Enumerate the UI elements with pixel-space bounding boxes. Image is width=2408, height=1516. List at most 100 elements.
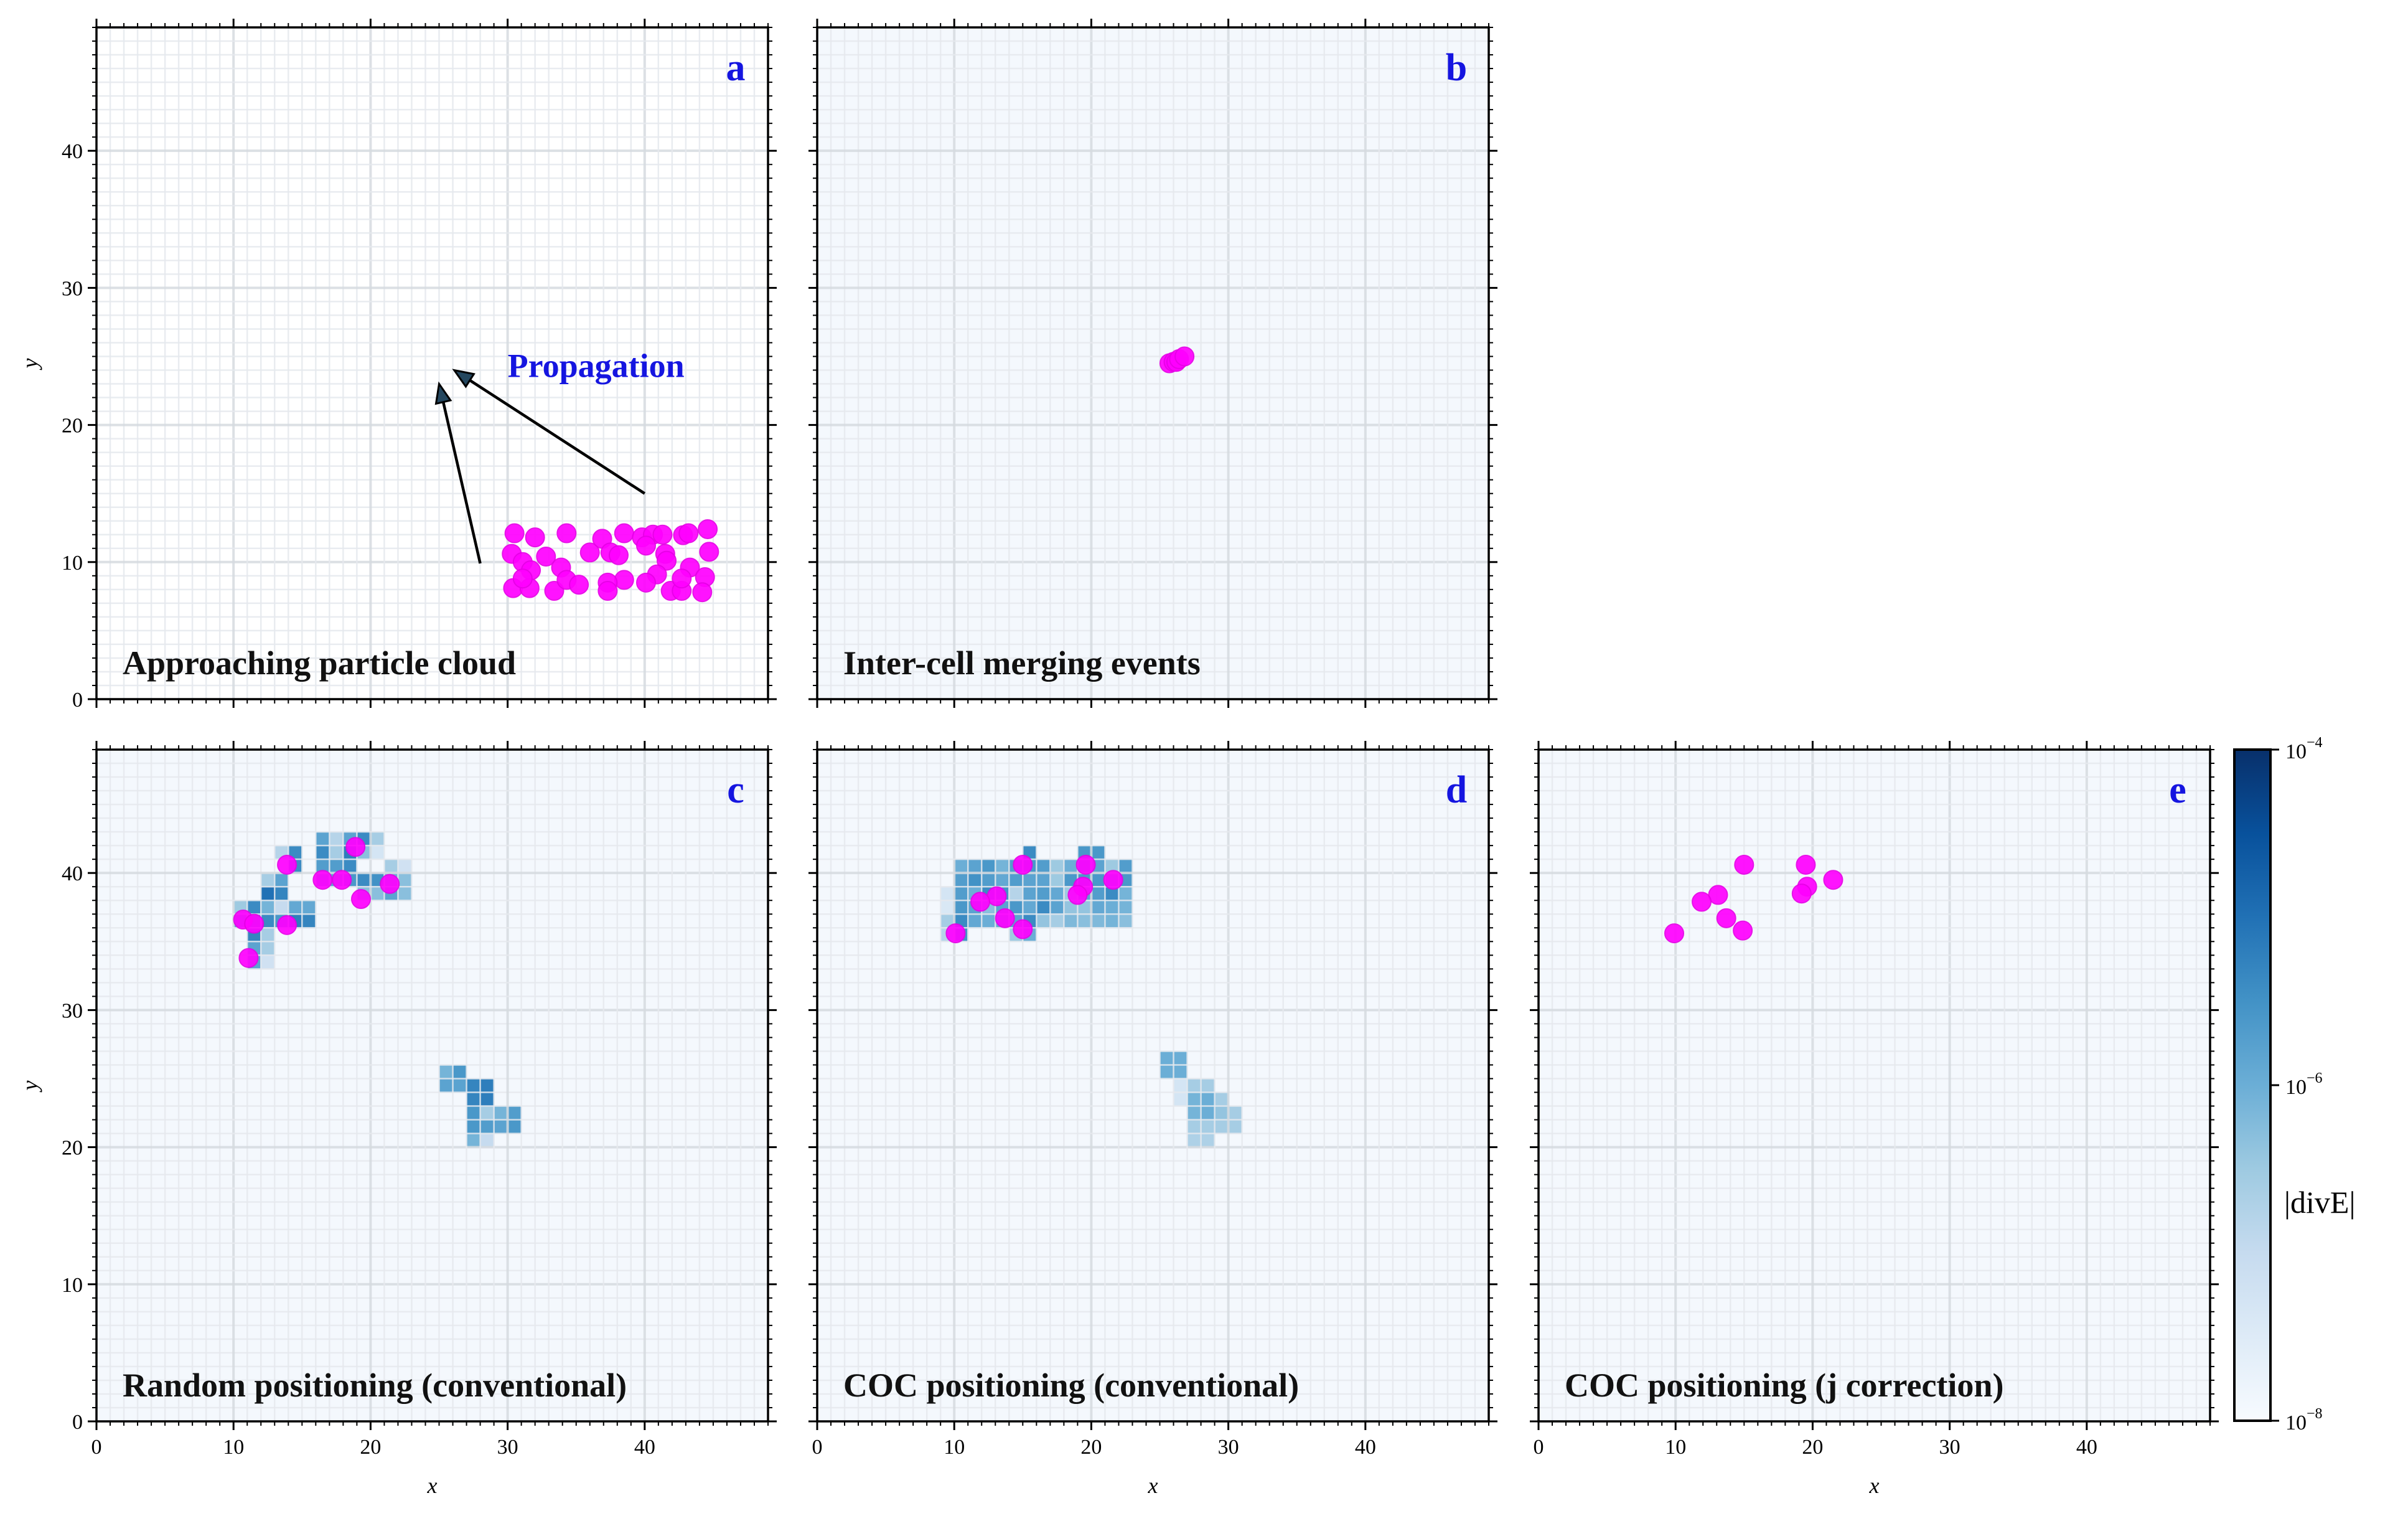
- heatmap-cell: [480, 1092, 495, 1107]
- heatmap-cell: [466, 1119, 481, 1134]
- heatmap-cell: [466, 1092, 481, 1107]
- particle-marker: [597, 581, 618, 601]
- colorbar-tick-label: 10−4: [2285, 735, 2323, 763]
- heatmap-cell: [274, 873, 289, 887]
- propagation-annotation: Propagation: [508, 347, 685, 385]
- particle-marker: [1067, 885, 1088, 905]
- heatmap-cell: [480, 1106, 495, 1121]
- heatmap-cell: [1009, 887, 1023, 901]
- heatmap-cell: [1187, 1106, 1202, 1121]
- x-tick-label: 0: [91, 1436, 102, 1459]
- y-tick-label: 20: [62, 1137, 83, 1160]
- particle-marker: [1013, 919, 1033, 939]
- panel-label: Approaching particle cloud: [123, 644, 516, 682]
- heatmap-cell: [1050, 887, 1064, 901]
- particle-marker: [277, 915, 297, 935]
- particle-marker: [636, 572, 657, 593]
- particle-marker: [238, 948, 259, 968]
- heatmap-cell: [370, 887, 385, 901]
- particle-marker: [614, 570, 634, 590]
- particle-marker: [995, 908, 1015, 928]
- x-tick-label: 10: [1665, 1436, 1686, 1459]
- heatmap-cell: [452, 1078, 467, 1093]
- panel-letter: c: [727, 769, 744, 811]
- heatmap-cell: [261, 900, 275, 915]
- heatmap-cell: [1105, 887, 1119, 901]
- heatmap-cell: [1228, 1106, 1243, 1121]
- panel-label: COC positioning (conventional): [843, 1367, 1299, 1404]
- heatmap-cell: [981, 859, 996, 873]
- x-tick-label: 0: [812, 1436, 823, 1459]
- heatmap-cell: [1091, 845, 1105, 860]
- y-tick-label: 10: [62, 1274, 83, 1297]
- heatmap-cell: [247, 900, 261, 915]
- particle-marker: [569, 575, 589, 595]
- particle-marker: [636, 535, 657, 556]
- x-tick-label: 40: [1355, 1436, 1376, 1459]
- heatmap-cell: [1023, 887, 1037, 901]
- arrow-head-icon: [452, 369, 476, 388]
- particle-marker: [970, 892, 991, 912]
- x-axis-label: x: [427, 1473, 438, 1498]
- x-tick-label: 0: [1534, 1436, 1544, 1459]
- heatmap-cell: [329, 859, 344, 873]
- arrow-head-icon: [434, 381, 452, 405]
- heatmap-cell: [302, 914, 316, 928]
- particle-marker: [1716, 908, 1736, 928]
- axes-frame: [816, 26, 1490, 700]
- heatmap-cell: [1036, 873, 1051, 887]
- particle-marker: [1174, 346, 1195, 367]
- heatmap-cell: [261, 887, 275, 901]
- heatmap-cell: [1173, 1065, 1188, 1079]
- heatmap-cell: [480, 1133, 495, 1148]
- heatmap-cell: [1201, 1119, 1216, 1134]
- heatmap-cell: [494, 1119, 508, 1134]
- x-tick-label: 10: [223, 1436, 244, 1459]
- y-tick-label: 0: [72, 1411, 83, 1434]
- x-tick-label: 40: [634, 1436, 655, 1459]
- heatmap-cell: [370, 832, 385, 846]
- heatmap-cell: [1159, 1065, 1174, 1079]
- heatmap-cell: [1009, 900, 1023, 915]
- particle-marker: [614, 523, 634, 544]
- heatmap-cell: [1214, 1092, 1229, 1107]
- heatmap-cell: [466, 1106, 481, 1121]
- heatmap-cell: [1036, 859, 1051, 873]
- heatmap-cell: [968, 873, 982, 887]
- particle-marker: [512, 568, 533, 589]
- heatmap-cell: [954, 859, 968, 873]
- panel-background: [1539, 750, 2210, 1421]
- particle-marker: [380, 873, 400, 894]
- heatmap-cell: [439, 1065, 454, 1079]
- heatmap-cell: [1091, 873, 1105, 887]
- particle-marker: [332, 870, 352, 890]
- heatmap-cell: [329, 845, 344, 860]
- colorbar-tick-label: 10−6: [2285, 1070, 2323, 1099]
- particle-marker: [698, 519, 718, 539]
- y-axis-label: y: [17, 358, 42, 370]
- particle-marker: [1734, 854, 1754, 875]
- colorbar-tick-base: 10: [2285, 1076, 2307, 1099]
- panel-background: [817, 27, 1489, 699]
- particle-marker: [1823, 870, 1843, 890]
- heatmap-cell: [968, 914, 982, 928]
- panel-background: [96, 750, 768, 1421]
- heatmap-cell: [1023, 900, 1037, 915]
- colorbar-tick-exponent: −6: [2307, 1070, 2323, 1086]
- axes-frame: [95, 748, 769, 1423]
- heatmap-cell: [1187, 1092, 1202, 1107]
- axes-frame: [816, 748, 1490, 1423]
- heatmap-cell: [981, 873, 996, 887]
- x-tick-label: 30: [497, 1436, 518, 1459]
- y-tick-label: 30: [62, 277, 83, 300]
- heatmap-cell: [274, 900, 289, 915]
- heatmap-cell: [329, 832, 344, 846]
- particle-marker: [652, 524, 673, 545]
- colorbar-bar: [2233, 748, 2272, 1422]
- panel-label: Inter-cell merging events: [843, 644, 1201, 682]
- heatmap-cell: [466, 1078, 481, 1093]
- heatmap-cell: [261, 941, 275, 956]
- heatmap-cell: [1173, 1078, 1188, 1093]
- heatmap-cell: [1036, 900, 1051, 915]
- y-tick-label: 40: [62, 862, 83, 885]
